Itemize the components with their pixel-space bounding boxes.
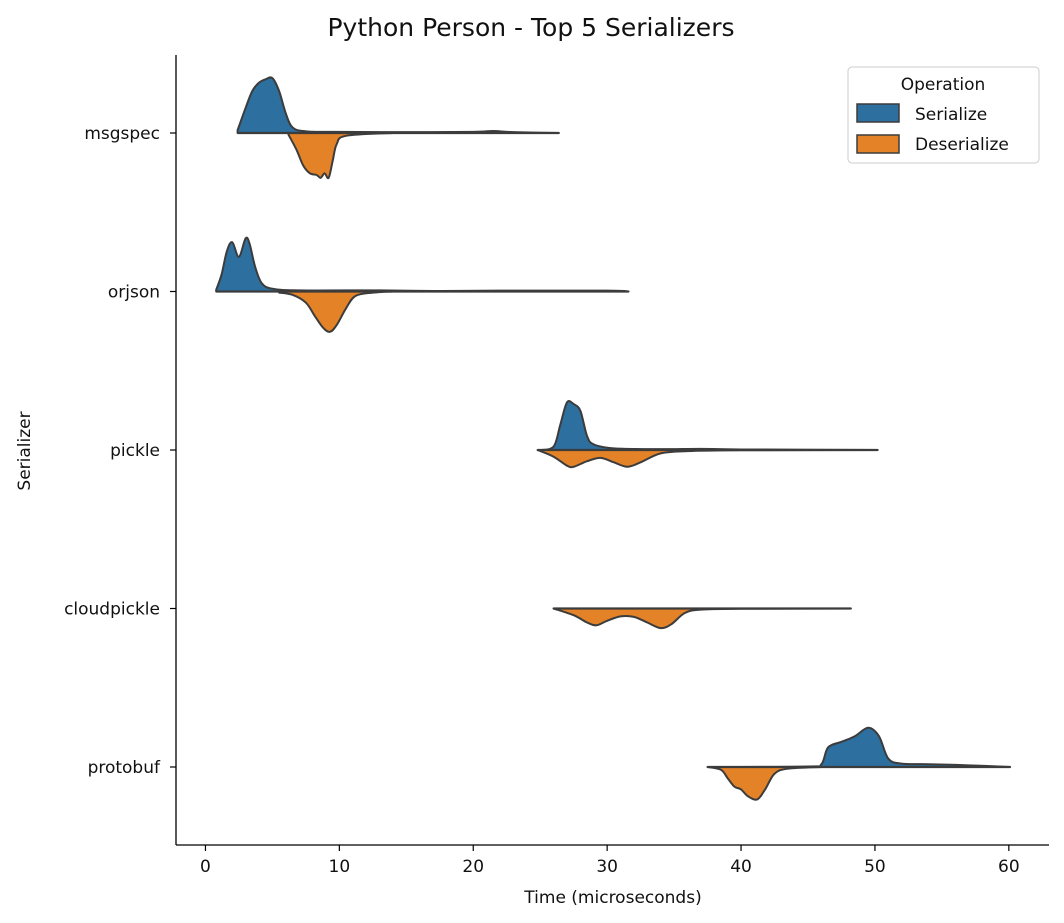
violin-serialize-msgspec [236, 76, 560, 134]
violin-deserialize-msgspec [287, 132, 394, 180]
legend-swatch-serialize [856, 103, 900, 123]
violin-serialize-protobuf [706, 726, 1012, 768]
x-tick-label: 40 [730, 857, 752, 877]
axes: 0 10 20 30 40 50 60 msgspec orjson pickle cloudpi… [64, 55, 1049, 877]
y-tick-label-pickle: pickle [110, 441, 160, 461]
violin-serialize-orjson [215, 236, 630, 293]
violin-deserialize-cloudpickle [552, 607, 852, 630]
chart-title: Python Person - Top 5 Serializers [327, 13, 734, 42]
y-axis-label: Serializer [15, 411, 35, 490]
y-tick-label-msgspec: msgspec [84, 124, 160, 144]
violin-serialize-pickle [539, 400, 879, 451]
x-ticks: 0 10 20 30 40 50 60 [200, 845, 1020, 877]
legend-swatch-deserialize [856, 134, 900, 154]
x-tick-label: 50 [864, 857, 886, 877]
legend-label-serialize: Serialize [915, 105, 987, 125]
x-tick-label: 10 [329, 857, 351, 877]
legend-label-deserialize: Deserialize [915, 135, 1009, 155]
x-tick-label: 30 [596, 857, 618, 877]
violin-deserialize-pickle [536, 449, 879, 469]
x-tick-label: 60 [998, 857, 1020, 877]
violin-deserialize-orjson [278, 290, 394, 333]
y-tick-label-orjson: orjson [108, 283, 160, 303]
violin-deserialize-protobuf [706, 766, 823, 801]
plot-area [215, 76, 1012, 801]
legend: Operation Serialize Deserialize [847, 66, 1040, 164]
y-ticks: msgspec orjson pickle cloudpickle protobuf [64, 124, 176, 778]
legend-title: Operation [901, 75, 986, 95]
y-tick-label-cloudpickle: cloudpickle [64, 600, 160, 620]
x-tick-label: 0 [200, 857, 211, 877]
x-tick-label: 20 [462, 857, 484, 877]
x-axis-label: Time (microseconds) [523, 888, 701, 908]
y-tick-label-protobuf: protobuf [88, 758, 161, 778]
